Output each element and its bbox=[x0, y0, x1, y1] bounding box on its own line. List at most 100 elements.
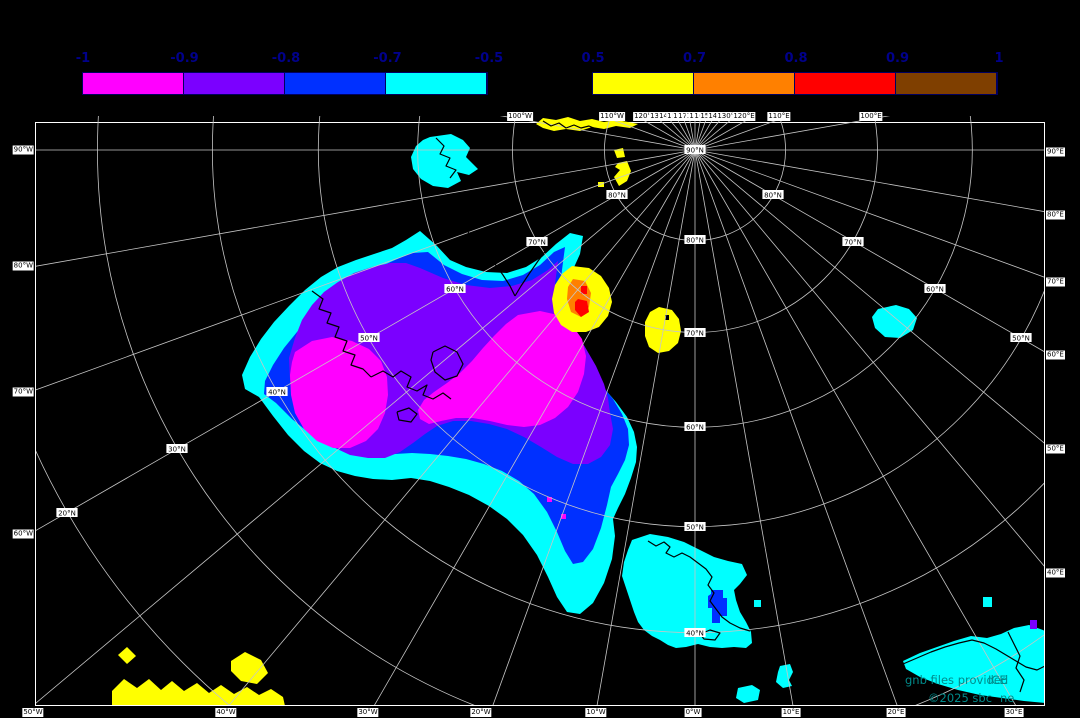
edge-label-70W: 70°W bbox=[12, 387, 34, 397]
inline-label: 50°N bbox=[360, 335, 378, 343]
edge-label-20W: 20°W bbox=[470, 708, 492, 717]
feature-subtropic-yellow-upper bbox=[231, 652, 268, 684]
feature-corsica-cyan bbox=[776, 664, 793, 688]
meridian-100 bbox=[694, 116, 891, 151]
meridian--130 bbox=[653, 116, 696, 151]
edge-label-130E: 130°E bbox=[716, 112, 740, 121]
meridian--120 bbox=[635, 116, 696, 151]
inline-label-box bbox=[684, 328, 706, 337]
inline-label-box bbox=[166, 444, 188, 453]
cb-pos-seg-0.7-0.8 bbox=[694, 73, 795, 94]
coastline-black-sea-coast bbox=[1035, 569, 1044, 609]
cb-pos-seg-0.8-0.9 bbox=[795, 73, 896, 94]
meridian--70 bbox=[36, 149, 696, 391]
meridian-130 bbox=[694, 116, 737, 151]
inline-label: 60°N bbox=[926, 286, 944, 294]
coastline-france-coast bbox=[647, 540, 751, 632]
cb-pos-seg-0.9-1.0 bbox=[896, 73, 997, 94]
inline-label-box bbox=[684, 235, 706, 244]
edge-label-50E: 50°E bbox=[1046, 444, 1065, 454]
meridian--50 bbox=[36, 149, 696, 704]
feature-magenta-core-east bbox=[418, 311, 586, 427]
meridian--160 bbox=[682, 116, 696, 151]
coastline-gulf-st-lawrence bbox=[370, 370, 452, 400]
inline-label: 70°N bbox=[528, 239, 546, 247]
edge-label-110W: 110°W bbox=[599, 112, 625, 121]
inline-label: 90°N bbox=[686, 147, 704, 155]
inline-label-box bbox=[684, 145, 706, 154]
edge-label-100W: 100°W bbox=[507, 112, 533, 121]
meridian--10 bbox=[596, 149, 696, 705]
meridian--100 bbox=[499, 116, 696, 151]
feature-south-piece-cyan bbox=[736, 685, 760, 703]
meridian-150 bbox=[694, 116, 716, 151]
cb-neg-tick: -0.5 bbox=[474, 51, 504, 66]
edge-label-20E: 20°E bbox=[886, 708, 906, 717]
feature-magenta-core-west bbox=[290, 337, 388, 448]
edge-label-60W: 60°W bbox=[12, 529, 34, 539]
feature-france-dot-cyan bbox=[754, 600, 761, 607]
meridian-160 bbox=[694, 116, 708, 151]
meridian-10 bbox=[694, 149, 794, 705]
meridian--30 bbox=[374, 149, 696, 705]
colorbar-negative: -1 -0.9 -0.8 -0.7 -0.5 bbox=[76, 51, 503, 95]
cb-pos-tick: 1 bbox=[994, 51, 1004, 66]
watermark-text: ©2025 sbc bbox=[928, 691, 992, 705]
cb-pos-tick: 0.5 bbox=[581, 51, 605, 66]
watermark-text: gnb files provided bbox=[905, 673, 1008, 687]
feature-mediterranean-cyan bbox=[903, 625, 1044, 703]
edge-label-0W: 0°W bbox=[684, 708, 702, 717]
meridian-50 bbox=[694, 149, 1044, 444]
edge-label-40E: 40°E bbox=[1046, 568, 1065, 578]
inline-label: 50°N bbox=[686, 524, 704, 532]
edge-label-90E: 90°E bbox=[1046, 147, 1065, 157]
cb-neg-seg--1.0--0.9 bbox=[83, 73, 184, 94]
meridian-40 bbox=[694, 149, 1044, 567]
inline-label-box bbox=[762, 190, 784, 199]
inline-label: 20°N bbox=[58, 510, 76, 518]
coastline-italy-coast bbox=[1007, 631, 1025, 693]
inline-label: 80°N bbox=[764, 192, 782, 200]
edge-label-80E: 80°E bbox=[1046, 210, 1065, 220]
meridian--40 bbox=[228, 149, 696, 705]
coastline-mediterranean-coast bbox=[902, 639, 1044, 671]
watermark-text: ICE bbox=[988, 673, 1007, 687]
inline-label-box bbox=[358, 333, 380, 342]
feature-france-blue-bar bbox=[708, 590, 727, 623]
coastline-greenland-east-coast bbox=[514, 231, 564, 297]
feature-northeast-russia-cyan bbox=[872, 305, 917, 338]
edge-label-40W: 40°W bbox=[215, 708, 237, 717]
inline-label-box bbox=[56, 508, 78, 517]
cb-pos-tick: 0.8 bbox=[784, 51, 808, 66]
cb-neg-seg--0.7--0.5 bbox=[386, 73, 487, 94]
cb-pos-seg-0.5-0.7 bbox=[593, 73, 694, 94]
edge-label-30W: 30°W bbox=[357, 708, 379, 717]
inline-label-box bbox=[526, 237, 548, 246]
inline-label: 70°N bbox=[686, 330, 704, 338]
feature-med-dot-cyan bbox=[983, 597, 992, 607]
inline-label: 60°N bbox=[686, 424, 704, 432]
feature-yellow-bit-1 bbox=[614, 148, 625, 158]
inline-label: 60°N bbox=[446, 286, 464, 294]
inline-label-box bbox=[444, 284, 466, 293]
inline-label-box bbox=[684, 628, 706, 637]
edge-label-120W: 120°W bbox=[633, 112, 659, 121]
coastline-nova-scotia bbox=[396, 407, 418, 423]
cb-neg-tick: -0.8 bbox=[271, 51, 301, 66]
meridian-120 bbox=[694, 116, 755, 151]
meridian-80 bbox=[694, 149, 1044, 212]
inline-label-box bbox=[266, 387, 288, 396]
cb-pos-tick: 0.9 bbox=[885, 51, 910, 66]
inline-label-box bbox=[842, 237, 864, 246]
watermark-text: ne bbox=[1000, 691, 1014, 705]
feature-subtropic-yellow-diamond bbox=[118, 647, 136, 664]
cb-neg-tick: -0.9 bbox=[170, 51, 199, 66]
inline-label: 40°N bbox=[686, 630, 704, 638]
inline-label: 40°N bbox=[268, 389, 286, 397]
edge-label-30E: 30°E bbox=[1004, 708, 1024, 717]
meridian-30 bbox=[694, 149, 1016, 705]
cb-pos-tick: 0.7 bbox=[682, 51, 707, 66]
coastline-arctic-coast-line bbox=[542, 120, 597, 130]
